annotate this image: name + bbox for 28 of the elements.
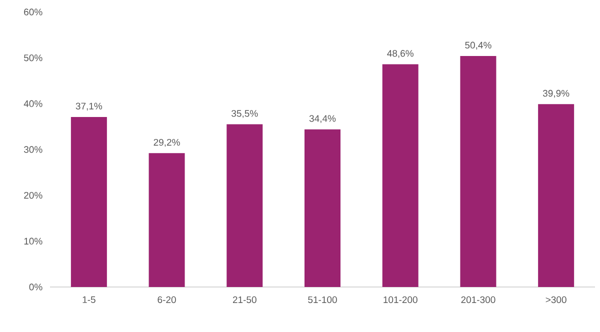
y-tick-label: 30% — [24, 146, 42, 153]
x-tick-label: 101-200 — [384, 296, 418, 304]
x-tick-label: 51-100 — [308, 296, 337, 304]
x-tick-label: 6-20 — [158, 296, 176, 304]
data-label: 37,1% — [76, 102, 102, 111]
bar — [382, 64, 418, 287]
data-label: 39,9% — [542, 90, 570, 98]
bar — [538, 104, 574, 287]
x-tick-label: 21-50 — [232, 296, 256, 304]
y-tick-label: 10% — [24, 238, 42, 245]
data-label: 35,5% — [232, 110, 258, 118]
x-tick-label: 1-5 — [82, 296, 96, 303]
data-label: 48,6% — [387, 50, 414, 58]
data-label: 29,2% — [154, 138, 180, 147]
y-tick-label: 50% — [24, 54, 42, 62]
y-tick-label: 40% — [24, 100, 42, 108]
y-tick-label: 0% — [29, 284, 42, 290]
bar — [226, 124, 263, 287]
y-tick-label: 20% — [24, 192, 42, 199]
bar — [70, 116, 107, 287]
bar — [460, 56, 496, 287]
y-tick-label: 60% — [24, 8, 42, 16]
data-label: 50,4% — [465, 42, 492, 50]
x-tick-label: >300 — [546, 296, 566, 304]
bar — [148, 153, 185, 287]
data-label: 34,4% — [309, 115, 336, 123]
bar — [304, 129, 340, 287]
x-tick-label: 201-300 — [461, 296, 496, 304]
